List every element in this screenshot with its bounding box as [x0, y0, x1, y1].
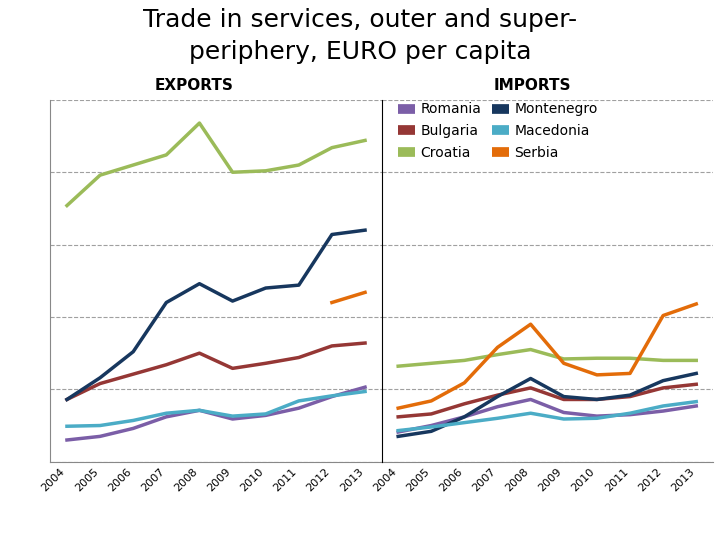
Text: IMPORTS: IMPORTS — [494, 78, 572, 93]
Text: Trade in services, outer and super-: Trade in services, outer and super- — [143, 8, 577, 32]
Legend: Romania, Bulgaria, Croatia, Montenegro, Macedonia, Serbia: Romania, Bulgaria, Croatia, Montenegro, … — [395, 99, 600, 163]
Text: periphery, EURO per capita: periphery, EURO per capita — [189, 40, 531, 64]
Text: EXPORTS: EXPORTS — [155, 78, 234, 93]
